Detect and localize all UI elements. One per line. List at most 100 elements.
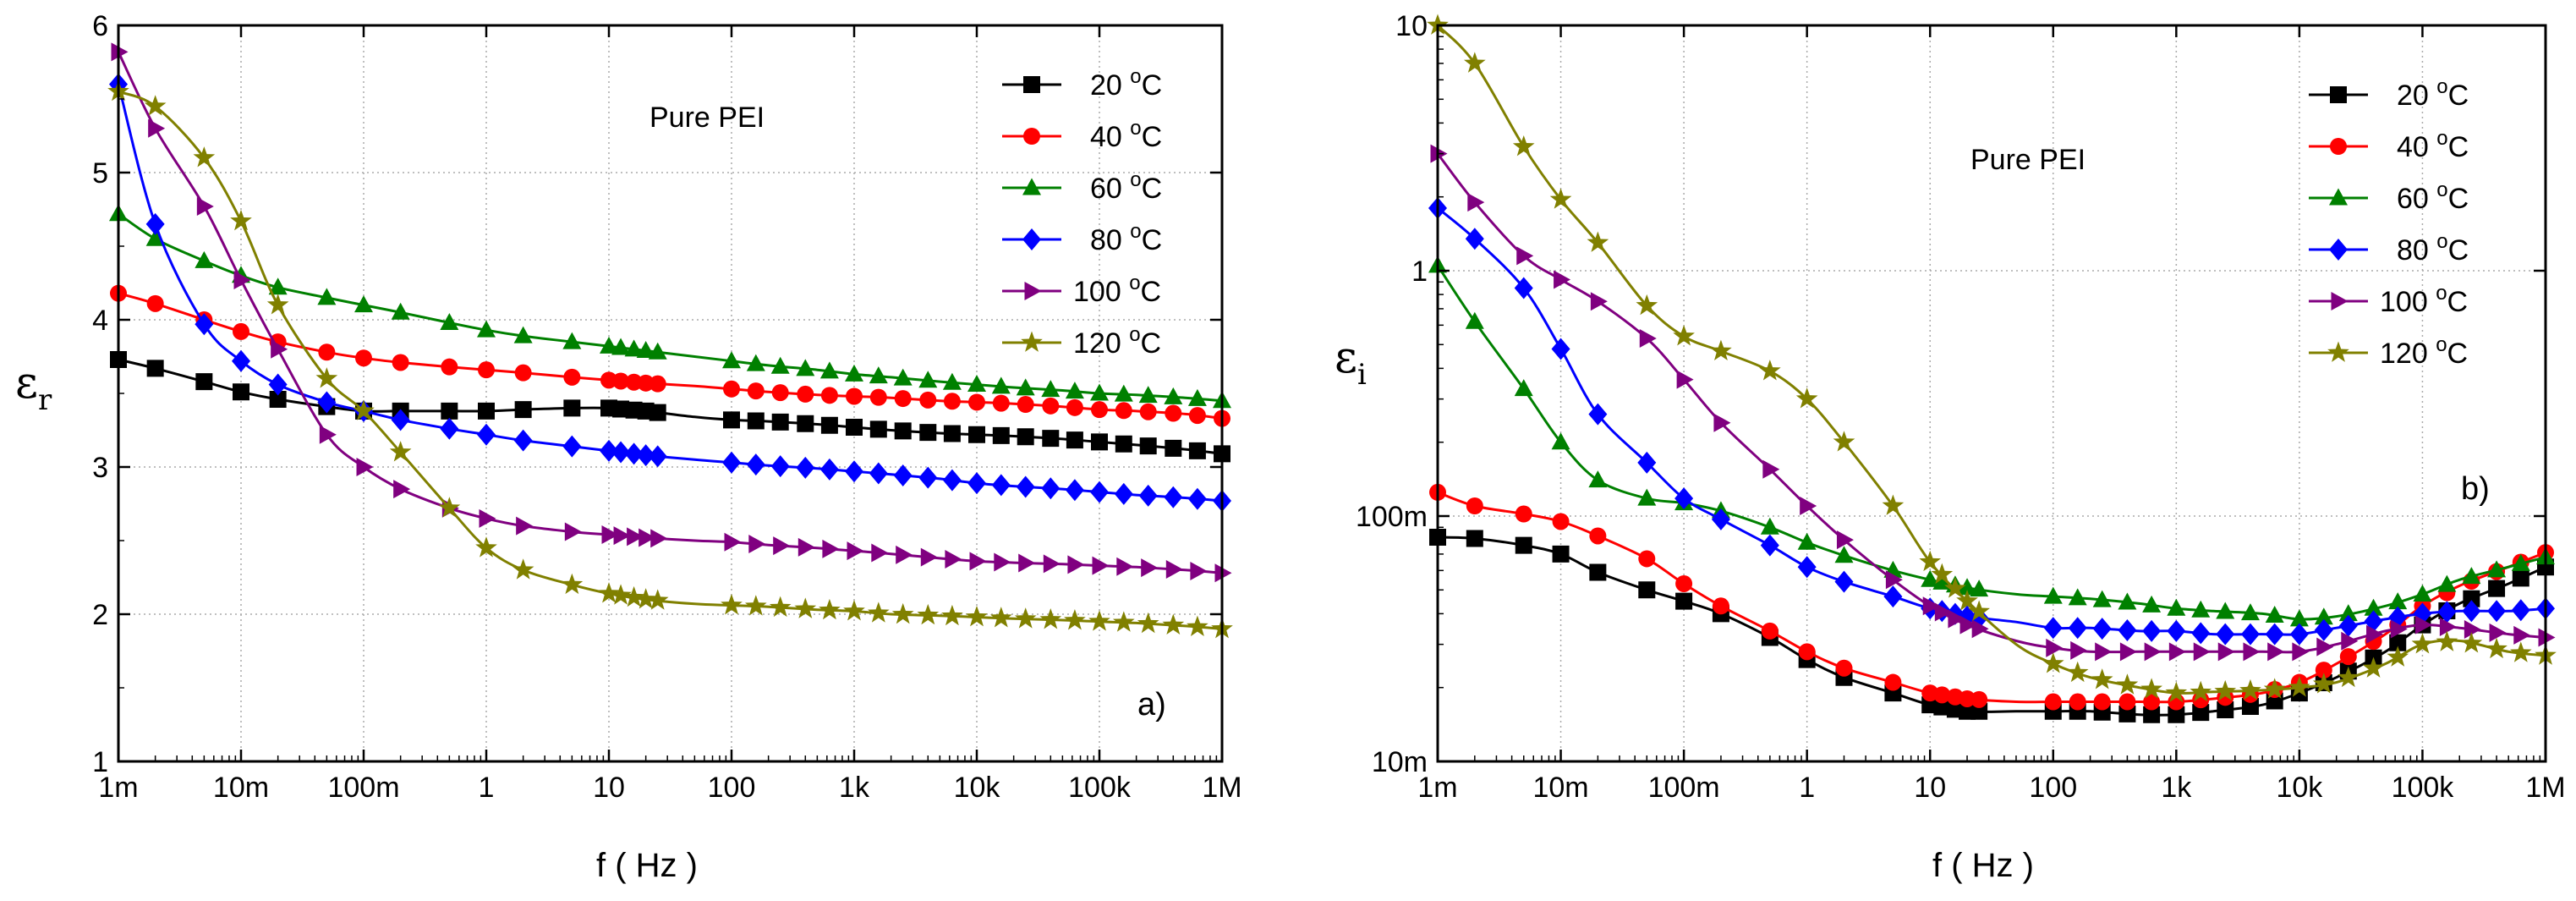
data-point-100C bbox=[627, 527, 644, 547]
data-point-100C bbox=[1971, 619, 1989, 639]
data-point-100C bbox=[2119, 642, 2137, 662]
data-point-80C bbox=[232, 349, 250, 372]
data-point-80C bbox=[1164, 486, 1183, 508]
panel-a-permittivity-real: 1m 10m 100m 1 10 100 1k 10k 100k 1M 1 2 3 4 5 6 f ( Hz… bbox=[15, 10, 1242, 884]
data-point-20C bbox=[723, 411, 740, 429]
legend-unit: C bbox=[2448, 183, 2469, 215]
data-point-100C bbox=[969, 552, 987, 571]
data-point-60C bbox=[611, 338, 631, 355]
data-point-100C bbox=[847, 541, 864, 561]
data-point-40C bbox=[514, 364, 532, 382]
data-point-80C bbox=[611, 441, 631, 464]
data-point-20C bbox=[1042, 430, 1060, 448]
y-tick-label: 6 bbox=[92, 10, 108, 42]
data-point-120C bbox=[1463, 52, 1486, 73]
data-point-100C bbox=[2144, 642, 2162, 662]
data-point-120C bbox=[1162, 613, 1185, 635]
data-point-120C bbox=[315, 367, 338, 388]
legend-item-80C: 80 oC bbox=[2309, 230, 2469, 266]
legend-marker bbox=[1021, 331, 1043, 352]
data-point-20C bbox=[992, 426, 1010, 444]
legend-label: 100 oC bbox=[2380, 282, 2468, 318]
data-point-40C bbox=[820, 387, 838, 404]
data-point-120C bbox=[2436, 630, 2458, 651]
data-point-60C bbox=[1465, 311, 1484, 329]
y-tick-label: 5 bbox=[92, 157, 108, 190]
data-point-60C bbox=[2265, 606, 2284, 624]
panel-b-series bbox=[1427, 14, 2557, 723]
data-point-100C bbox=[1190, 561, 1208, 580]
data-point-100C bbox=[2489, 623, 2507, 642]
data-point-80C bbox=[2216, 623, 2235, 646]
data-point-40C bbox=[1042, 397, 1060, 415]
data-point-20C bbox=[1466, 530, 1483, 547]
data-point-60C bbox=[624, 339, 644, 357]
legend-unit: C bbox=[1141, 327, 1162, 360]
data-point-60C bbox=[440, 312, 459, 330]
data-point-80C bbox=[1114, 482, 1133, 505]
data-point-80C bbox=[2068, 617, 2087, 640]
panel-a-tick-marks bbox=[117, 24, 1224, 763]
data-point-60C bbox=[1114, 384, 1133, 402]
y-tick-label: 4 bbox=[92, 305, 108, 337]
legend-degree: o bbox=[1129, 323, 1140, 346]
data-point-100C bbox=[1836, 530, 1854, 550]
y-tick-label: 3 bbox=[92, 452, 108, 484]
data-point-120C bbox=[634, 588, 657, 609]
data-point-40C bbox=[1188, 407, 1206, 425]
data-point-120C bbox=[622, 585, 645, 607]
series-20C bbox=[1429, 528, 2554, 723]
data-point-80C bbox=[1065, 479, 1084, 502]
data-point-40C bbox=[318, 343, 336, 361]
data-point-60C bbox=[2043, 586, 2063, 604]
legend-label: 80 oC bbox=[1090, 220, 1162, 256]
data-point-40C bbox=[2143, 693, 2161, 711]
x-tick-label: 1k bbox=[2161, 772, 2192, 804]
data-point-40C bbox=[2069, 693, 2086, 711]
data-point-80C bbox=[942, 469, 962, 492]
data-point-60C bbox=[2314, 607, 2333, 625]
x-tick-label: 10 bbox=[593, 772, 625, 804]
data-point-100C bbox=[1948, 609, 1965, 629]
panel-a-series bbox=[107, 42, 1233, 639]
data-point-80C bbox=[1016, 475, 1035, 498]
data-point-80C bbox=[1090, 481, 1109, 503]
data-point-120C bbox=[1931, 563, 1954, 585]
data-point-40C bbox=[1515, 505, 1532, 523]
data-point-80C bbox=[2314, 618, 2333, 641]
data-point-60C bbox=[1551, 432, 1570, 450]
data-point-100C bbox=[1676, 370, 1694, 389]
data-point-100C bbox=[945, 550, 962, 569]
data-point-100C bbox=[2390, 619, 2408, 639]
panel-b-x-axis-label: f ( Hz ) bbox=[1932, 847, 2034, 884]
legend-label: 60 oC bbox=[2397, 179, 2469, 215]
data-point-60C bbox=[600, 336, 618, 354]
data-point-60C bbox=[1797, 532, 1817, 550]
data-point-120C bbox=[2116, 673, 2139, 695]
x-tick-label: 100 bbox=[2029, 772, 2077, 804]
data-point-20C bbox=[1933, 698, 1951, 716]
data-point-120C bbox=[2190, 680, 2212, 702]
data-point-100C bbox=[233, 271, 251, 290]
legend-item-100C: 100 oC bbox=[2309, 282, 2468, 318]
data-point-80C bbox=[1465, 228, 1484, 250]
data-point-40C bbox=[992, 394, 1010, 412]
data-point-120C bbox=[1187, 615, 1209, 637]
legend-temp: 60 bbox=[2397, 183, 2436, 215]
panel-b-y-axis-label: εi bbox=[1335, 332, 1367, 392]
data-point-60C bbox=[746, 354, 765, 371]
legend-label: 100 oC bbox=[1073, 272, 1161, 308]
legend-label: 120 oC bbox=[2380, 333, 2468, 370]
data-point-100C bbox=[356, 458, 374, 476]
legend-marker bbox=[2327, 341, 2349, 362]
data-point-60C bbox=[513, 326, 533, 343]
data-point-40C bbox=[943, 393, 961, 410]
data-point-40C bbox=[392, 354, 409, 371]
legend-label: 20 oC bbox=[1090, 65, 1162, 102]
data-point-100C bbox=[871, 543, 889, 563]
data-point-80C bbox=[918, 466, 938, 489]
data-point-60C bbox=[967, 375, 986, 393]
data-point-120C bbox=[917, 603, 940, 625]
data-point-60C bbox=[2338, 604, 2358, 622]
data-point-20C bbox=[820, 416, 838, 434]
